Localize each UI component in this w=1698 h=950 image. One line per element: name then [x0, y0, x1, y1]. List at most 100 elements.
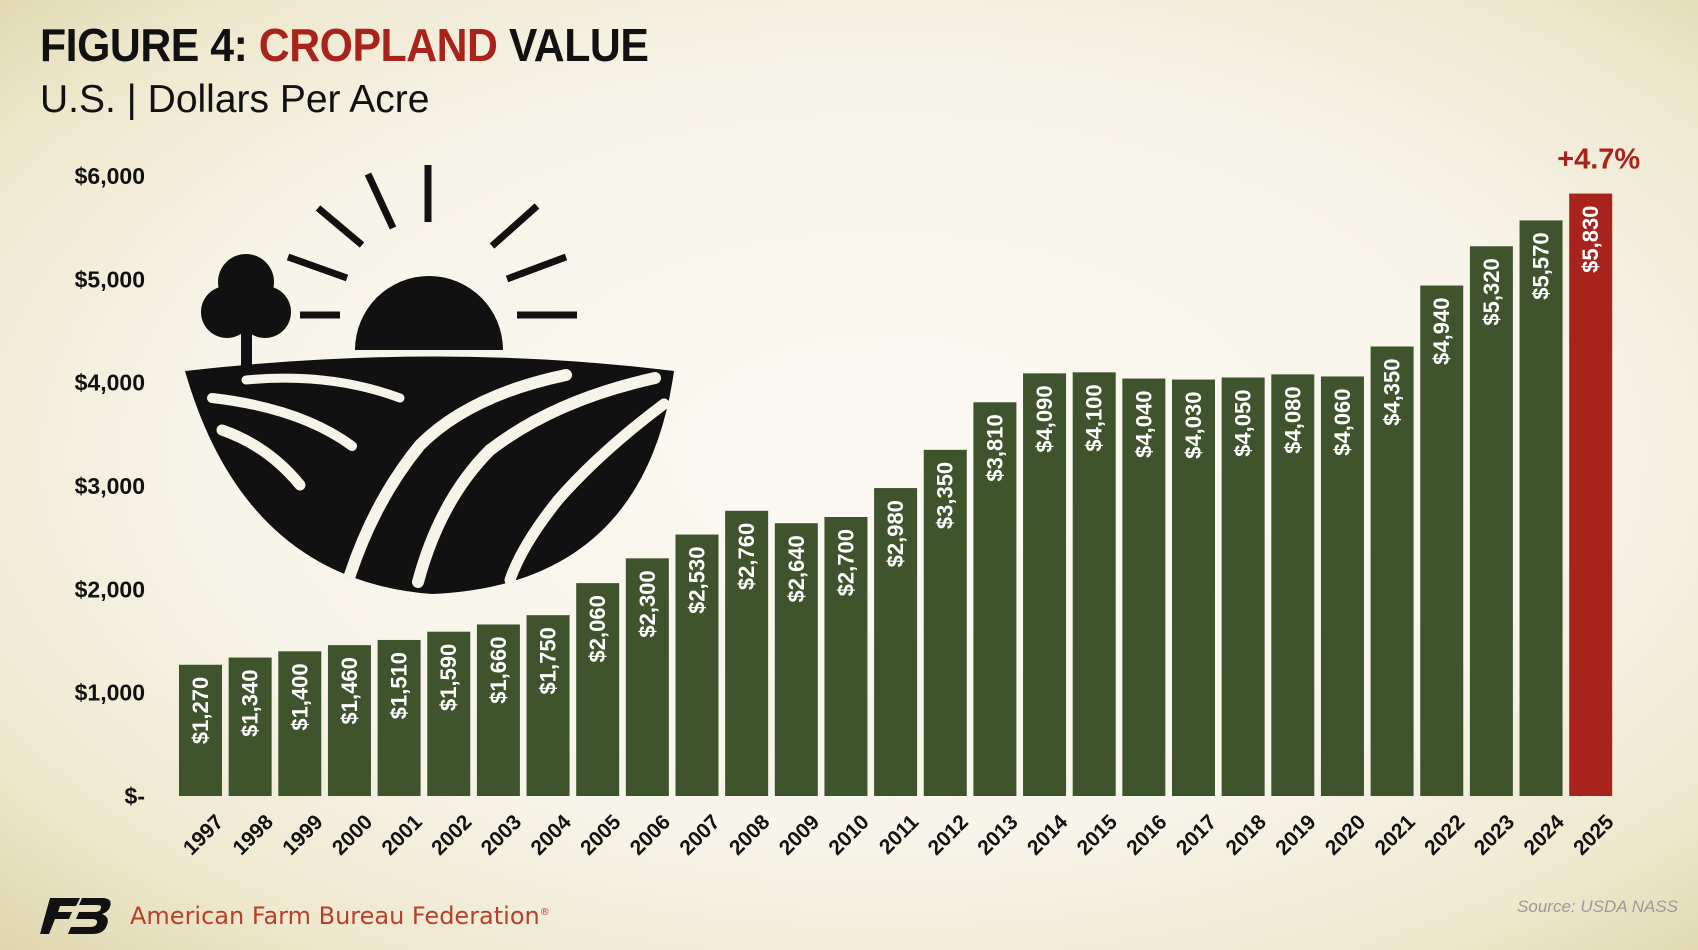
- x-tick-label-1997: 1997: [179, 810, 228, 859]
- data-label-2023: $5,320: [1479, 258, 1504, 325]
- data-label-2006: $2,300: [635, 570, 660, 637]
- data-label-2009: $2,640: [784, 535, 809, 602]
- data-label-2025: $5,830: [1578, 206, 1603, 273]
- x-tick-label-2017: 2017: [1172, 810, 1221, 859]
- bar-1997: [179, 664, 222, 796]
- y-tick-label: $5,000: [75, 266, 145, 292]
- data-label-2012: $3,350: [933, 462, 958, 529]
- data-label-2010: $2,700: [833, 529, 858, 596]
- brand-footer: American Farm Bureau Federation®: [40, 894, 550, 938]
- data-label-2022: $4,940: [1429, 298, 1454, 365]
- x-tick-label-2019: 2019: [1271, 810, 1320, 859]
- x-tick-label-2024: 2024: [1519, 810, 1569, 860]
- afbf-logo-icon: [40, 898, 111, 934]
- data-label-2011: $2,980: [883, 500, 908, 567]
- y-tick-label: $6,000: [75, 163, 145, 189]
- data-label-2019: $4,080: [1280, 386, 1305, 453]
- bar-2006: [625, 558, 669, 796]
- y-tick-label: $4,000: [75, 370, 145, 396]
- bar-2003: [476, 624, 520, 796]
- source-note: Source: USDA NASS: [1517, 897, 1678, 916]
- growth-annotation: +4.7%: [1557, 144, 1640, 176]
- bar-2016: [1122, 378, 1166, 796]
- bar-2024: [1519, 220, 1563, 796]
- y-axis: $- $1,000 $2,000 $3,000 $4,000 $5,000 $6,000: [75, 163, 145, 809]
- org-name: American Farm Bureau Federation®: [130, 902, 550, 930]
- x-tick-label-2004: 2004: [526, 810, 576, 860]
- y-tick-label: $-: [125, 783, 145, 809]
- x-tick-label-2003: 2003: [477, 810, 526, 859]
- data-label-2018: $4,050: [1231, 390, 1256, 457]
- bar-2009: [774, 523, 818, 796]
- org-mark: ®: [539, 907, 550, 918]
- farm-field-sunrise-icon: [185, 165, 674, 594]
- data-label-2024: $5,570: [1529, 232, 1554, 299]
- x-tick-label-2010: 2010: [824, 810, 873, 859]
- x-tick-label-2018: 2018: [1222, 810, 1272, 860]
- data-label-2015: $4,100: [1082, 384, 1107, 451]
- bar-2018: [1221, 377, 1265, 796]
- x-tick-label-1998: 1998: [229, 810, 279, 860]
- data-label-2001: $1,510: [387, 652, 412, 719]
- bar-2014: [1023, 373, 1067, 796]
- bar-2010: [824, 517, 868, 796]
- data-label-2000: $1,460: [337, 657, 362, 724]
- bar-2025: [1569, 193, 1613, 797]
- bar-2015: [1072, 372, 1116, 796]
- y-tick-label: $2,000: [75, 576, 145, 602]
- bar-2020: [1320, 376, 1364, 796]
- title-suffix: VALUE: [497, 19, 649, 71]
- x-tick-label-2005: 2005: [576, 810, 626, 860]
- bar-2011: [874, 488, 918, 796]
- data-label-2020: $4,060: [1330, 388, 1355, 455]
- bar-2012: [923, 449, 967, 796]
- data-label-2004: $1,750: [536, 627, 561, 694]
- data-label-1999: $1,400: [287, 663, 312, 730]
- bar-2004: [526, 615, 570, 796]
- x-tick-label-2002: 2002: [427, 810, 476, 859]
- data-label-2007: $2,530: [685, 547, 710, 614]
- data-label-2008: $2,760: [734, 523, 759, 590]
- x-tick-label-2009: 2009: [775, 810, 824, 859]
- data-label-2017: $4,030: [1181, 392, 1206, 459]
- bar-2022: [1420, 285, 1464, 796]
- x-tick-label-2013: 2013: [973, 810, 1022, 859]
- bars-group: $1,270 $1,340 $1,400 $1,460 $1,510 $1,590 $1,6…: [179, 193, 1613, 797]
- bar-1998: [228, 657, 272, 796]
- x-tick-label-2007: 2007: [675, 810, 724, 859]
- x-tick-label-2006: 2006: [626, 810, 675, 859]
- bar-2007: [675, 534, 719, 796]
- data-label-1998: $1,340: [238, 670, 263, 737]
- x-axis: 1997 1998 1999 2000 2001 2002 2003 2004 2005 2006…: [179, 810, 1619, 860]
- data-label-2021: $4,350: [1380, 359, 1405, 426]
- chart-title: FIGURE 4: CROPLAND VALUE: [40, 18, 649, 72]
- data-label-2016: $4,040: [1131, 391, 1156, 458]
- bar-2002: [427, 631, 471, 796]
- org-name-text: American Farm Bureau Federation: [130, 902, 540, 930]
- bar-2005: [576, 583, 620, 796]
- bar-2017: [1172, 379, 1215, 796]
- bar-2013: [973, 402, 1017, 796]
- data-label-2003: $1,660: [486, 636, 511, 703]
- data-label-2002: $1,590: [436, 644, 461, 711]
- bar-2000: [327, 645, 371, 796]
- x-tick-label-1999: 1999: [278, 810, 327, 859]
- bar-2001: [377, 639, 421, 796]
- title-prefix: FIGURE 4:: [40, 19, 259, 71]
- x-tick-label-2008: 2008: [725, 810, 775, 860]
- title-highlight: CROPLAND: [258, 19, 498, 71]
- data-label-2005: $2,060: [585, 595, 610, 662]
- x-tick-label-2020: 2020: [1321, 810, 1370, 859]
- x-tick-label-2022: 2022: [1420, 810, 1469, 859]
- chart-subtitle: U.S. | Dollars Per Acre: [40, 78, 430, 121]
- x-tick-label-2023: 2023: [1470, 810, 1519, 859]
- x-tick-label-2000: 2000: [328, 810, 377, 859]
- bar-2023: [1469, 246, 1513, 796]
- bar-chart: $- $1,000 $2,000 $3,000 $4,000 $5,000 $6,000 $…: [75, 144, 1641, 860]
- x-tick-label-2015: 2015: [1073, 810, 1123, 860]
- y-tick-label: $1,000: [75, 680, 145, 706]
- data-label-1997: $1,270: [188, 677, 213, 744]
- x-tick-label-2021: 2021: [1371, 810, 1421, 860]
- x-tick-label-2025: 2025: [1569, 810, 1619, 860]
- data-label-2013: $3,810: [982, 414, 1007, 481]
